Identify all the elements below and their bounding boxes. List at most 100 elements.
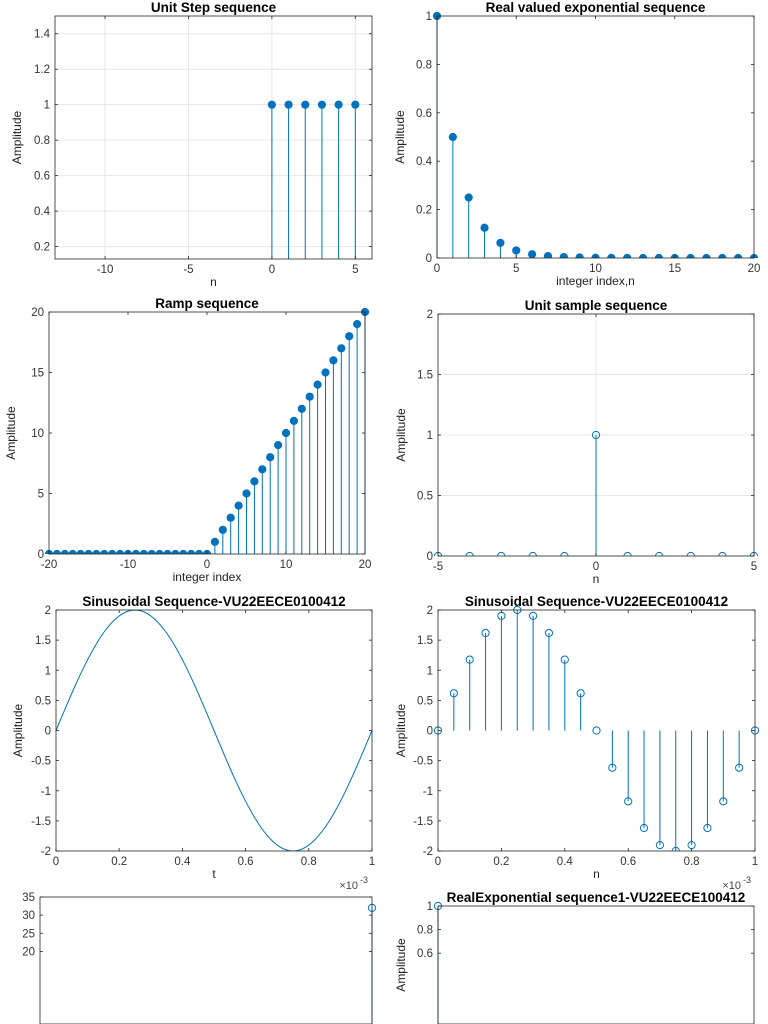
y-axis-label: Amplitude bbox=[11, 704, 25, 758]
y-tick-label: 15 bbox=[31, 368, 44, 380]
y-tick-label: -1.5 bbox=[413, 816, 433, 828]
stem-marker bbox=[671, 846, 680, 851]
stem-marker bbox=[481, 628, 490, 638]
chart-panel-3: 0 5 10 15 20 -20 -10 0 10 20 Ramp sequence integer … bbox=[4, 296, 371, 584]
y-tick-label: 0.5 bbox=[417, 491, 433, 503]
x-tick-label: 0.6 bbox=[620, 856, 636, 868]
stem-marker bbox=[210, 537, 219, 547]
stem-marker bbox=[528, 250, 537, 258]
chart-title: Sinusoidal Sequence-VU22EECE0100412 bbox=[82, 594, 345, 609]
plot-area bbox=[49, 312, 365, 554]
x-exponent-label: ×10 bbox=[722, 880, 741, 892]
stem-marker bbox=[317, 100, 327, 109]
y-tick-label: 0.5 bbox=[35, 695, 51, 707]
x-axis-label: n bbox=[210, 275, 217, 289]
x-tick-label: 10 bbox=[280, 559, 293, 571]
y-tick-label: 2 bbox=[427, 309, 433, 321]
x-tick-label: 0 bbox=[434, 263, 440, 275]
stem-marker bbox=[560, 551, 569, 556]
y-tick-label: 0 bbox=[45, 726, 51, 738]
x-tick-label: 5 bbox=[352, 264, 358, 276]
axes-box bbox=[54, 15, 373, 260]
stem-marker bbox=[345, 332, 354, 341]
x-tick-label: -20 bbox=[41, 559, 58, 571]
y-tick-label: 0 bbox=[426, 253, 432, 265]
stem-marker bbox=[171, 549, 180, 554]
y-tick-label: -2 bbox=[423, 846, 433, 858]
x-tick-label: 0.8 bbox=[684, 856, 700, 868]
stem-marker bbox=[449, 689, 458, 698]
series-group bbox=[267, 100, 360, 259]
x-tick-label: 10 bbox=[589, 263, 602, 275]
y-tick-label: 1 bbox=[427, 665, 433, 677]
stem-marker bbox=[313, 380, 322, 389]
x-axis-label: t bbox=[212, 867, 216, 881]
y-tick-label: 1 bbox=[44, 100, 50, 112]
x-axis-label: integer index bbox=[173, 570, 242, 584]
y-tick-label: -1.5 bbox=[31, 816, 51, 828]
series-group bbox=[55, 609, 373, 851]
y-tick-label: -1 bbox=[41, 786, 51, 798]
stem-marker bbox=[187, 549, 196, 554]
stem-marker bbox=[512, 246, 521, 255]
x-axis-label: integer index,n bbox=[556, 274, 635, 288]
y-tick-label: 0.6 bbox=[34, 171, 50, 183]
x-tick-label: -10 bbox=[97, 264, 114, 276]
y-tick-label: 1.5 bbox=[417, 635, 433, 647]
x-tick-label: -10 bbox=[120, 559, 137, 571]
stem-marker bbox=[155, 549, 164, 554]
stem-marker bbox=[301, 100, 310, 109]
x-exponent-power: -3 bbox=[743, 875, 751, 885]
x-tick-label: 0.6 bbox=[238, 856, 254, 868]
stem-marker bbox=[544, 628, 554, 638]
y-tick-label: 0.8 bbox=[34, 135, 50, 147]
stem-marker bbox=[528, 551, 537, 556]
stem-marker bbox=[655, 840, 665, 850]
x-tick-label: 1 bbox=[752, 856, 758, 868]
stem-marker bbox=[179, 549, 188, 554]
stem-marker bbox=[624, 797, 633, 806]
stem-marker bbox=[337, 344, 346, 353]
y-tick-label: 0.4 bbox=[416, 156, 433, 168]
stem-marker bbox=[284, 100, 293, 109]
stem-marker bbox=[560, 655, 569, 664]
y-tick-label: 30 bbox=[22, 910, 35, 922]
stem-marker bbox=[608, 763, 617, 772]
x-tick-label: 0 bbox=[204, 559, 210, 571]
stem-marker bbox=[68, 549, 77, 554]
stem-marker bbox=[281, 428, 291, 438]
stem-marker bbox=[60, 549, 69, 554]
stem-marker bbox=[496, 238, 505, 247]
y-tick-label: 1.4 bbox=[34, 29, 51, 41]
stem-marker bbox=[497, 551, 506, 556]
x-tick-label: -5 bbox=[183, 264, 193, 276]
y-tick-label: 10 bbox=[31, 428, 44, 440]
stem-marker bbox=[84, 549, 93, 554]
stem-marker bbox=[163, 549, 172, 554]
y-tick-label: -0.5 bbox=[413, 756, 433, 768]
chart-title: Real valued exponential sequence bbox=[486, 0, 706, 15]
stem-marker bbox=[529, 611, 538, 621]
stem-marker bbox=[289, 416, 298, 425]
y-tick-label: 1.5 bbox=[35, 635, 51, 647]
stem-marker bbox=[267, 100, 276, 109]
stem-marker bbox=[703, 823, 712, 833]
y-tick-label: 0.6 bbox=[417, 948, 433, 960]
y-tick-label: 1 bbox=[45, 665, 51, 677]
stem-marker bbox=[623, 551, 632, 556]
stem-marker bbox=[258, 465, 267, 474]
stem-marker bbox=[108, 549, 117, 554]
stem-marker bbox=[139, 549, 148, 554]
y-tick-label: 1 bbox=[426, 11, 432, 23]
stem-marker bbox=[329, 356, 338, 365]
stem-marker bbox=[735, 763, 744, 772]
y-axis-label: Amplitude bbox=[393, 110, 407, 164]
stem-marker bbox=[52, 549, 61, 554]
stem-marker bbox=[76, 549, 85, 554]
x-tick-label: 20 bbox=[748, 263, 761, 275]
y-tick-label: -2 bbox=[41, 846, 51, 858]
series-group bbox=[433, 430, 759, 556]
chart-title: Sinusoidal Sequence-VU22EECE0100412 bbox=[465, 594, 728, 609]
chart-title: Unit Step sequence bbox=[151, 0, 277, 15]
